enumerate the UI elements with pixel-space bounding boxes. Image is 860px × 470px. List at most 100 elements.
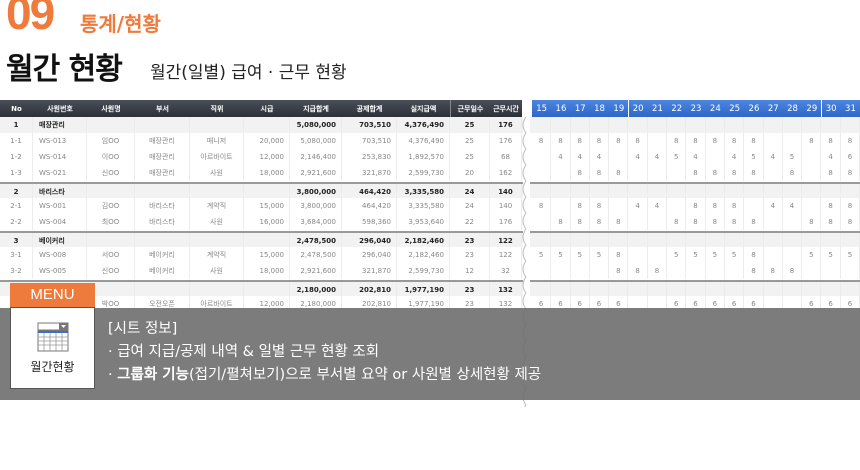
day-header[interactable]: 31	[840, 100, 860, 117]
day-cell	[532, 117, 552, 133]
table-row[interactable]: 1-3 WS-021 신OO 매장관리 사원 18,000 2,921,600 321,870…	[0, 165, 860, 181]
cell: WS-021	[33, 165, 87, 181]
cell: 1-1	[0, 133, 33, 149]
column-header[interactable]: 지급합계	[290, 100, 342, 117]
table-row[interactable]: 박OO 오전오픈 아르바이트 12,000 2,180,000 202,810 1,977,…	[0, 296, 860, 312]
cell: 신OO	[87, 165, 135, 181]
day-header[interactable]: 27	[763, 100, 783, 117]
column-header[interactable]: 시급	[244, 100, 290, 117]
cell: 바리스타	[135, 214, 190, 230]
cell: 321,870	[342, 263, 397, 279]
day-cell: 8	[841, 165, 860, 181]
cell: 1-2	[0, 149, 33, 165]
day-cell	[764, 282, 783, 298]
column-header[interactable]: 근무일수	[450, 100, 490, 117]
table-row[interactable]: 2-1 WS-001 김OO 바리스타 계약직 15,000 3,800,000 464,42…	[0, 198, 860, 214]
day-header[interactable]: 17	[570, 100, 590, 117]
day-cell: 5	[532, 247, 552, 263]
column-header[interactable]: 직위	[190, 100, 244, 117]
column-header[interactable]: 공제합계	[342, 100, 397, 117]
cell: 3,800,000	[290, 198, 342, 214]
day-header[interactable]: 28	[782, 100, 803, 117]
cell: 1-3	[0, 165, 33, 181]
day-header[interactable]: 20	[628, 100, 648, 117]
day-cell: 6	[686, 296, 706, 312]
day-cell	[590, 233, 610, 249]
day-cell	[629, 247, 648, 263]
day-header[interactable]: 26	[744, 100, 764, 117]
day-header[interactable]: 22	[667, 100, 687, 117]
day-cell: 6	[532, 296, 552, 312]
day-header[interactable]: 15	[532, 100, 552, 117]
day-cell	[667, 263, 687, 279]
day-cell: 8	[822, 214, 841, 230]
day-header[interactable]: 23	[686, 100, 706, 117]
day-cell: 4	[783, 198, 803, 214]
calendar-icon	[37, 322, 69, 352]
day-cell	[532, 184, 552, 200]
day-header[interactable]: 16	[551, 100, 571, 117]
day-header[interactable]: 30	[821, 100, 841, 117]
day-cell: 4	[629, 149, 648, 165]
group-summary-row[interactable]: 2,180,000 202,810 1,977,190 23 132	[0, 280, 860, 298]
day-cell: 8	[551, 133, 571, 149]
day-cell: 8	[667, 133, 687, 149]
menu-item-monthly-status[interactable]: 월간현황	[10, 307, 95, 389]
cell: 176	[490, 117, 522, 133]
cell: 베이커리	[135, 263, 190, 279]
group-summary-row[interactable]: 1 매장관리 5,080,000 703,510 4,376,490 25 176	[0, 117, 860, 133]
day-cell: 5	[706, 247, 725, 263]
day-cell	[609, 149, 629, 165]
cell: 1	[0, 117, 33, 133]
cell: 최OO	[87, 214, 135, 230]
column-header[interactable]: No	[0, 100, 33, 117]
group-summary-row[interactable]: 2 바리스타 3,800,000 464,420 3,335,580 24 140	[0, 182, 860, 200]
group-summary-row[interactable]: 3 베이커리 2,478,500 296,040 2,182,460 23 122	[0, 231, 860, 249]
day-header[interactable]: 21	[647, 100, 668, 117]
day-cell	[648, 282, 668, 298]
table-row[interactable]: 3-1 WS-008 서OO 베이커리 계약직 15,000 2,478,500 296,04…	[0, 247, 860, 263]
table-row[interactable]: 1-1 WS-013 임OO 매장관리 매니저 20,000 5,080,000 703,51…	[0, 133, 860, 149]
day-cell	[551, 165, 571, 181]
day-cell: 8	[841, 198, 860, 214]
day-header[interactable]: 29	[802, 100, 822, 117]
day-cell: 4	[725, 149, 745, 165]
cell: 매장관리	[135, 165, 190, 181]
cell: 464,420	[342, 184, 397, 200]
day-cell	[609, 198, 629, 214]
day-header[interactable]: 18	[589, 100, 610, 117]
day-cell	[725, 117, 745, 133]
cell: 바리스타	[33, 184, 87, 200]
cell: 매니저	[190, 133, 244, 149]
table-row[interactable]: 3-2 WS-005 신OO 베이커리 사원 18,000 2,921,600 321,870…	[0, 263, 860, 279]
day-cell	[629, 296, 648, 312]
cell: 1,977,190	[397, 296, 450, 312]
day-header[interactable]: 19	[609, 100, 629, 117]
day-cell	[648, 214, 668, 230]
day-header[interactable]: 24	[705, 100, 725, 117]
day-cell: 8	[706, 133, 725, 149]
day-cell	[551, 117, 571, 133]
day-cell: 5	[802, 247, 822, 263]
table-row[interactable]: 2-2 WS-004 최OO 바리스타 사원 16,000 3,684,000 598,360…	[0, 214, 860, 230]
day-cell: 8	[686, 133, 706, 149]
cell: 464,420	[342, 198, 397, 214]
day-cell	[648, 165, 668, 181]
day-cell	[802, 117, 822, 133]
day-cell	[744, 198, 764, 214]
day-cell: 5	[686, 247, 706, 263]
column-header[interactable]: 사원번호	[33, 100, 87, 117]
day-cell	[629, 165, 648, 181]
column-header[interactable]: 근무시간	[490, 100, 522, 117]
day-cell: 8	[648, 263, 668, 279]
day-cell: 6	[802, 296, 822, 312]
day-header[interactable]: 25	[725, 100, 745, 117]
day-cell	[822, 233, 841, 249]
cell: 162	[490, 165, 522, 181]
column-header[interactable]: 실지급액	[397, 100, 450, 117]
column-header[interactable]: 부서	[135, 100, 190, 117]
column-header[interactable]: 사원명	[87, 100, 135, 117]
cell: 2,180,000	[290, 296, 342, 312]
cell: 25	[450, 133, 490, 149]
table-row[interactable]: 1-2 WS-014 이OO 매장관리 아르바이트 12,000 2,146,400 253,…	[0, 149, 860, 165]
